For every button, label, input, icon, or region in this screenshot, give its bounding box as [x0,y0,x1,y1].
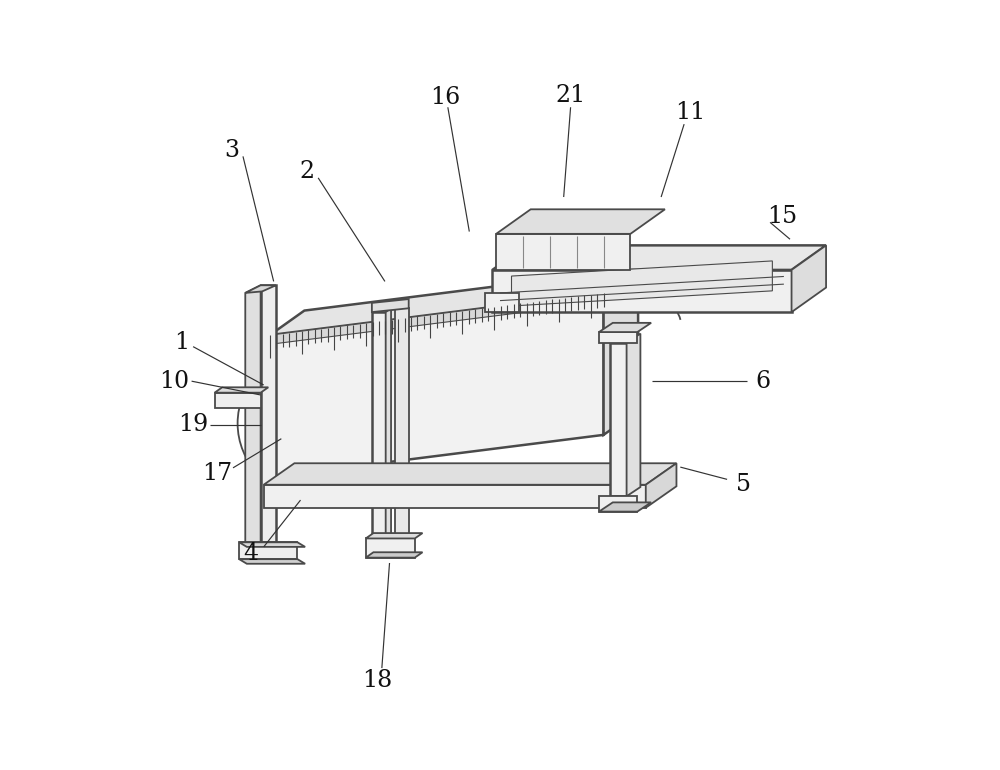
Ellipse shape [238,350,383,496]
Polygon shape [270,269,638,335]
Text: 10: 10 [159,370,189,393]
Polygon shape [270,293,604,344]
Polygon shape [485,293,519,312]
Polygon shape [599,332,637,343]
Text: 5: 5 [736,474,751,496]
Polygon shape [270,293,604,477]
Polygon shape [372,299,409,312]
Polygon shape [492,246,826,270]
Polygon shape [395,308,409,534]
Polygon shape [366,533,423,538]
Text: 21: 21 [555,84,586,107]
Polygon shape [512,261,772,306]
Polygon shape [496,209,665,234]
Text: 17: 17 [203,462,233,485]
Polygon shape [239,542,297,559]
Polygon shape [492,270,792,312]
Text: 18: 18 [362,669,392,692]
Polygon shape [627,333,640,496]
Polygon shape [646,464,676,507]
Text: 15: 15 [767,205,797,228]
Polygon shape [215,393,261,408]
Polygon shape [599,502,651,511]
Polygon shape [261,285,276,542]
Polygon shape [239,542,305,547]
Polygon shape [366,552,423,557]
Text: 19: 19 [178,413,208,437]
Polygon shape [264,464,676,485]
Polygon shape [264,485,646,507]
Polygon shape [599,323,651,332]
Polygon shape [366,538,415,557]
Polygon shape [245,285,261,550]
Polygon shape [599,496,637,511]
Text: 4: 4 [243,542,258,565]
Text: 3: 3 [224,139,239,162]
Polygon shape [245,285,276,293]
Text: 6: 6 [756,370,771,393]
Polygon shape [496,234,630,270]
Text: 11: 11 [675,101,705,124]
Polygon shape [610,343,627,496]
Text: 16: 16 [430,85,460,109]
Polygon shape [792,246,826,312]
Polygon shape [215,387,268,393]
Polygon shape [372,312,386,538]
Text: 2: 2 [299,160,314,183]
Polygon shape [239,559,305,564]
Polygon shape [386,308,391,538]
Polygon shape [604,269,638,435]
Text: 1: 1 [174,331,189,354]
